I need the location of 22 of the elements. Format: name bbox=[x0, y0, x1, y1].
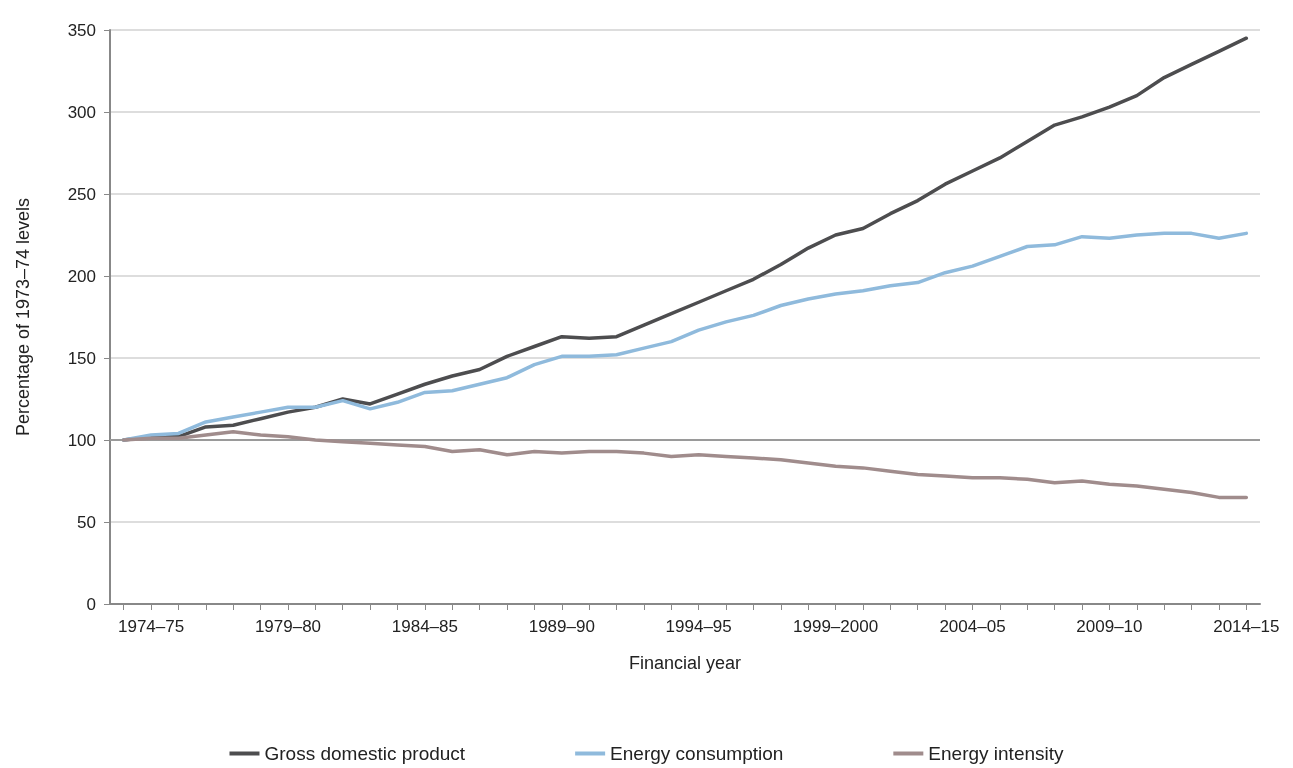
legend-label: Energy consumption bbox=[610, 743, 784, 764]
x-tick-label: 2009–10 bbox=[1076, 617, 1143, 636]
x-tick-label: 1989–90 bbox=[528, 617, 595, 636]
x-tick-label: 1974–75 bbox=[117, 617, 185, 636]
legend-label: Energy intensity bbox=[928, 743, 1065, 764]
x-tick-label: 1984–85 bbox=[391, 617, 458, 636]
y-tick-label: 350 bbox=[67, 20, 96, 40]
y-tick-label: 250 bbox=[67, 184, 96, 204]
y-tick-label: 200 bbox=[67, 266, 96, 286]
y-tick-label: 100 bbox=[67, 430, 96, 450]
x-tick-label: 2004–05 bbox=[939, 617, 1006, 636]
y-tick-label: 300 bbox=[67, 102, 96, 122]
x-tick-label: 1994–95 bbox=[665, 617, 732, 636]
x-tick-label: 1999–2000 bbox=[793, 617, 879, 636]
x-tick-label: 1979–80 bbox=[254, 617, 322, 636]
y-tick-label: 0 bbox=[86, 594, 96, 614]
x-axis-title: Financial year bbox=[628, 653, 742, 673]
y-axis-title: Percentage of 1973–74 levels bbox=[13, 197, 33, 437]
y-tick-label: 50 bbox=[77, 512, 96, 532]
x-tick-label: 2014–15 bbox=[1213, 617, 1280, 636]
legend-label: Gross domestic product bbox=[264, 743, 466, 764]
y-tick-label: 150 bbox=[67, 348, 96, 368]
